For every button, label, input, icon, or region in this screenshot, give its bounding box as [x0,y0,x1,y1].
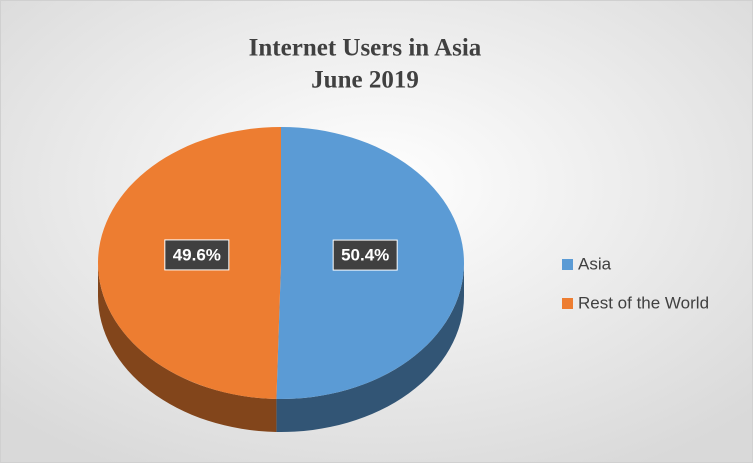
legend-label: Rest of the World [578,293,709,312]
data-label-box [164,239,230,271]
legend-swatch [562,298,573,309]
chart-title: Internet Users in Asia [249,35,482,62]
chart-subtitle: June 2019 [311,67,419,94]
data-label: 50.4% [341,246,389,265]
legend-label: Asia [578,254,612,273]
data-label-box [332,239,398,271]
slice-side [276,263,464,433]
legend-swatch [562,259,573,270]
slice-side [98,263,277,432]
data-label: 49.6% [173,245,221,264]
